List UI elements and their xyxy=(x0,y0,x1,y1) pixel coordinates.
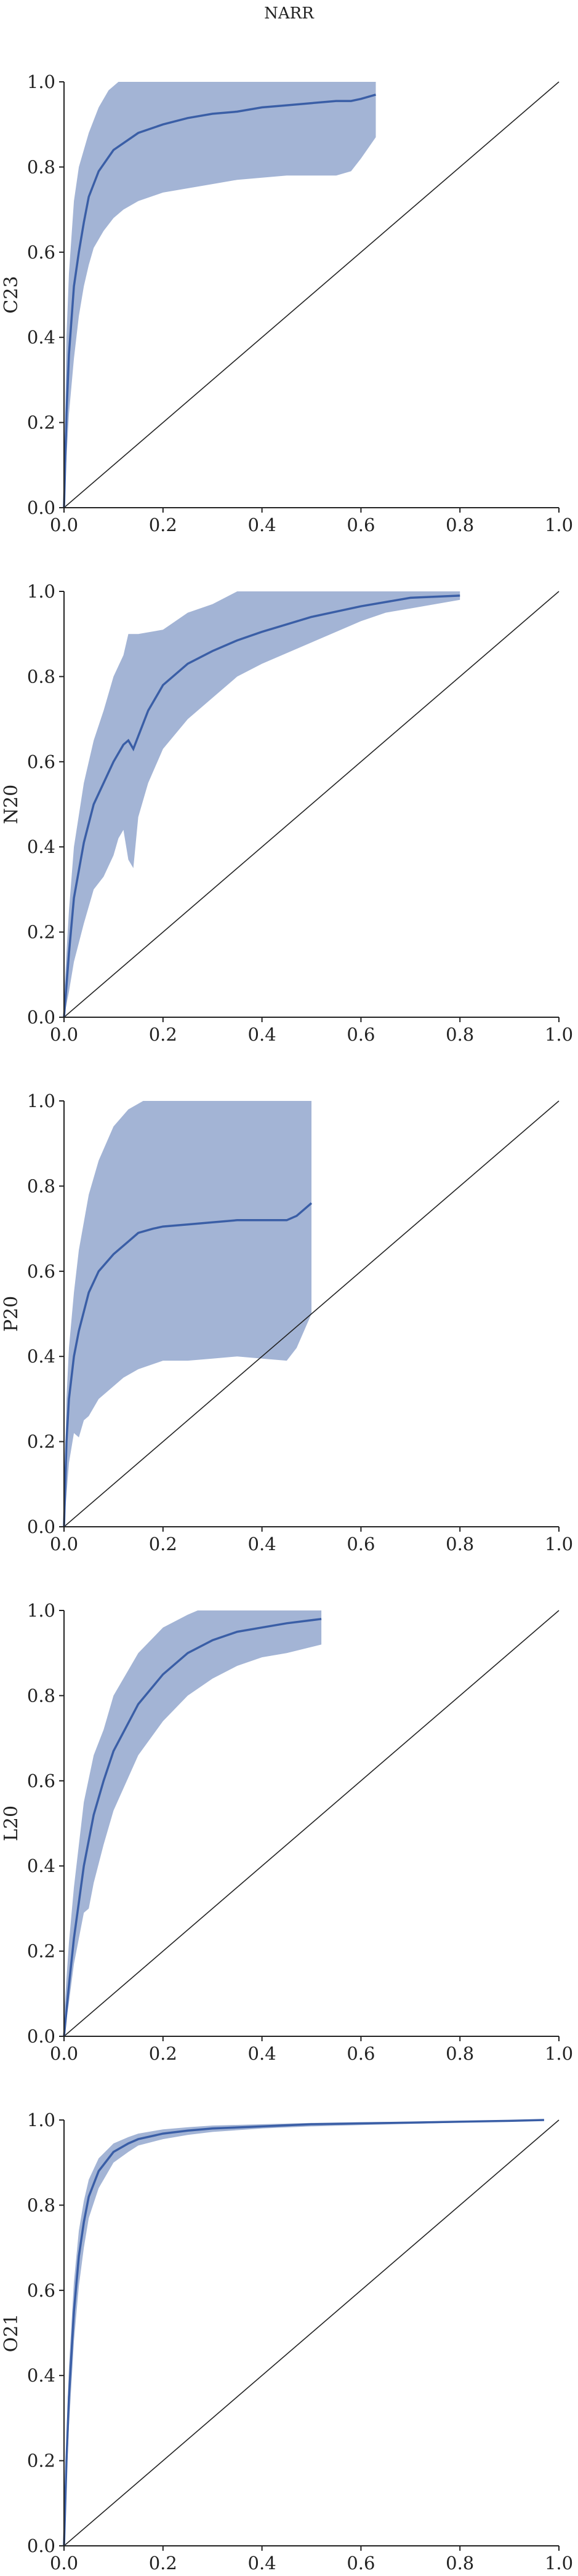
x-tick-label: 0.2 xyxy=(149,514,177,535)
x-tick-label: 0.4 xyxy=(248,514,276,535)
x-tick-label: 1.0 xyxy=(545,2553,573,2574)
chart-panel-4: 0.0 0.2 0.4 0.6 0.8 1.0 0.0 0.2 0.4 0.6 0.8 1.0 L20 xyxy=(1,1600,573,2064)
x-tick-label: 0.2 xyxy=(149,2553,177,2574)
mean-curve xyxy=(63,94,376,508)
y-axis-label: O21 xyxy=(1,2314,22,2353)
y-tick-label: 0.6 xyxy=(27,1770,55,1791)
y-tick-label: 0.2 xyxy=(27,2450,55,2471)
chart-panel-3: 0.0 0.2 0.4 0.6 0.8 1.0 0.0 0.2 0.4 0.6 0.8 1.0 P20 xyxy=(1,1090,573,1554)
reference-diagonal xyxy=(63,1610,560,2037)
y-tick-label: 0.0 xyxy=(27,2026,55,2047)
y-tick-label: 1.0 xyxy=(27,1090,55,1111)
x-tick-label: 1.0 xyxy=(545,1534,573,1554)
y-tick-label: 0.6 xyxy=(27,751,55,772)
y-tick-label: 0.0 xyxy=(27,1007,55,1028)
x-tick-label: 0.2 xyxy=(149,2043,177,2064)
x-tick-label: 0.4 xyxy=(248,2043,276,2064)
y-axis-label: P20 xyxy=(1,1296,22,1332)
y-tick-label: 0.2 xyxy=(27,412,55,433)
chart-panel-2: 0.0 0.2 0.4 0.6 0.8 1.0 0.0 0.2 0.4 0.6 0.8 1.0 N20 xyxy=(1,581,573,1045)
y-tick-label: 1.0 xyxy=(27,581,55,602)
y-tick-label: 0.8 xyxy=(27,666,55,687)
x-tick-label: 0.6 xyxy=(347,1534,375,1554)
x-tick-label: 0.8 xyxy=(446,1024,474,1045)
figure-title: NARR xyxy=(264,4,315,23)
x-tick-label: 0.0 xyxy=(50,2043,78,2064)
panels: 0.0 0.2 0.4 0.6 0.8 1.00.00.20.40.60.81.0C230… xyxy=(1,71,573,2574)
x-tick-label: 0.8 xyxy=(446,2553,474,2574)
reference-diagonal xyxy=(63,81,560,508)
y-tick-label: 0.6 xyxy=(27,1261,55,1282)
x-tick-label: 0.0 xyxy=(50,514,78,535)
reference-diagonal xyxy=(63,591,560,1018)
y-tick-label: 0.0 xyxy=(27,2535,55,2556)
y-tick-label: 0.4 xyxy=(27,836,55,857)
y-axis-label: L20 xyxy=(1,1806,22,1841)
x-tick-label: 0.8 xyxy=(446,2043,474,2064)
x-tick-label: 0.4 xyxy=(248,1024,276,1045)
mean-curve xyxy=(63,1618,322,2037)
x-tick-label: 0.4 xyxy=(248,2553,276,2574)
x-tick-label: 0.0 xyxy=(50,2553,78,2574)
chart-panel-5: 0.0 0.2 0.4 0.6 0.8 1.0 0.0 0.2 0.4 0.6 0.8 1.0 O21 xyxy=(1,2110,573,2574)
y-tick-label: 0.8 xyxy=(27,1175,55,1196)
x-tick-label: 0.6 xyxy=(347,1024,375,1045)
y-tick-label: 1.0 xyxy=(27,71,55,92)
x-tick-label: 1.0 xyxy=(545,1024,573,1045)
reference-diagonal xyxy=(63,2119,560,2546)
x-tick-label: 0.6 xyxy=(347,514,375,535)
y-axis-label: C23 xyxy=(1,276,22,313)
y-tick-label: 0.8 xyxy=(27,2194,55,2215)
confidence-band xyxy=(64,1101,311,1527)
y-tick-label: 0.2 xyxy=(27,1431,55,1452)
y-tick-label: 0.4 xyxy=(27,2365,55,2386)
mean-curve xyxy=(63,1202,313,1527)
y-tick-label: 0.6 xyxy=(27,242,55,263)
y-tick-label: 0.4 xyxy=(27,327,55,348)
y-tick-label: 1.0 xyxy=(27,1600,55,1621)
x-tick-label: 0.8 xyxy=(446,514,474,535)
x-tick-label: 0.4 xyxy=(248,1534,276,1554)
x-tick-label: 1.0 xyxy=(545,2043,573,2064)
y-tick-label: 0.8 xyxy=(27,156,55,177)
mean-curve xyxy=(63,594,460,1018)
x-tick-label: 1.0 xyxy=(545,514,573,535)
y-tick-label: 0.0 xyxy=(27,497,55,518)
confidence-band xyxy=(64,82,376,508)
x-tick-label: 0.6 xyxy=(347,2553,375,2574)
reference-diagonal xyxy=(63,1100,560,1527)
chart-panel-1: 0.0 0.2 0.4 0.6 0.8 1.0 0.0 0.2 0.4 0.6 0.8 1.0 C23 xyxy=(1,71,573,535)
x-tick-label: 0.0 xyxy=(50,1534,78,1554)
x-tick-label: 0.6 xyxy=(347,2043,375,2064)
confidence-band xyxy=(64,591,460,1017)
confidence-band xyxy=(64,2120,544,2546)
mean-curve xyxy=(63,2119,544,2546)
y-tick-label: 0.4 xyxy=(27,1346,55,1367)
y-tick-label: 0.8 xyxy=(27,1685,55,1706)
y-tick-label: 0.4 xyxy=(27,1855,55,1876)
x-tick-label: 0.8 xyxy=(446,1534,474,1554)
y-axis-label: N20 xyxy=(1,785,22,824)
y-tick-label: 1.0 xyxy=(27,2110,55,2130)
y-tick-label: 0.6 xyxy=(27,2280,55,2301)
confidence-band xyxy=(64,1610,322,2036)
x-tick-label: 0.2 xyxy=(149,1024,177,1045)
x-tick-label: 0.2 xyxy=(149,1534,177,1554)
y-tick-label: 0.0 xyxy=(27,1516,55,1537)
y-tick-label: 0.2 xyxy=(27,922,55,943)
y-tick-label: 0.2 xyxy=(27,1941,55,1962)
x-tick-label: 0.0 xyxy=(50,1024,78,1045)
